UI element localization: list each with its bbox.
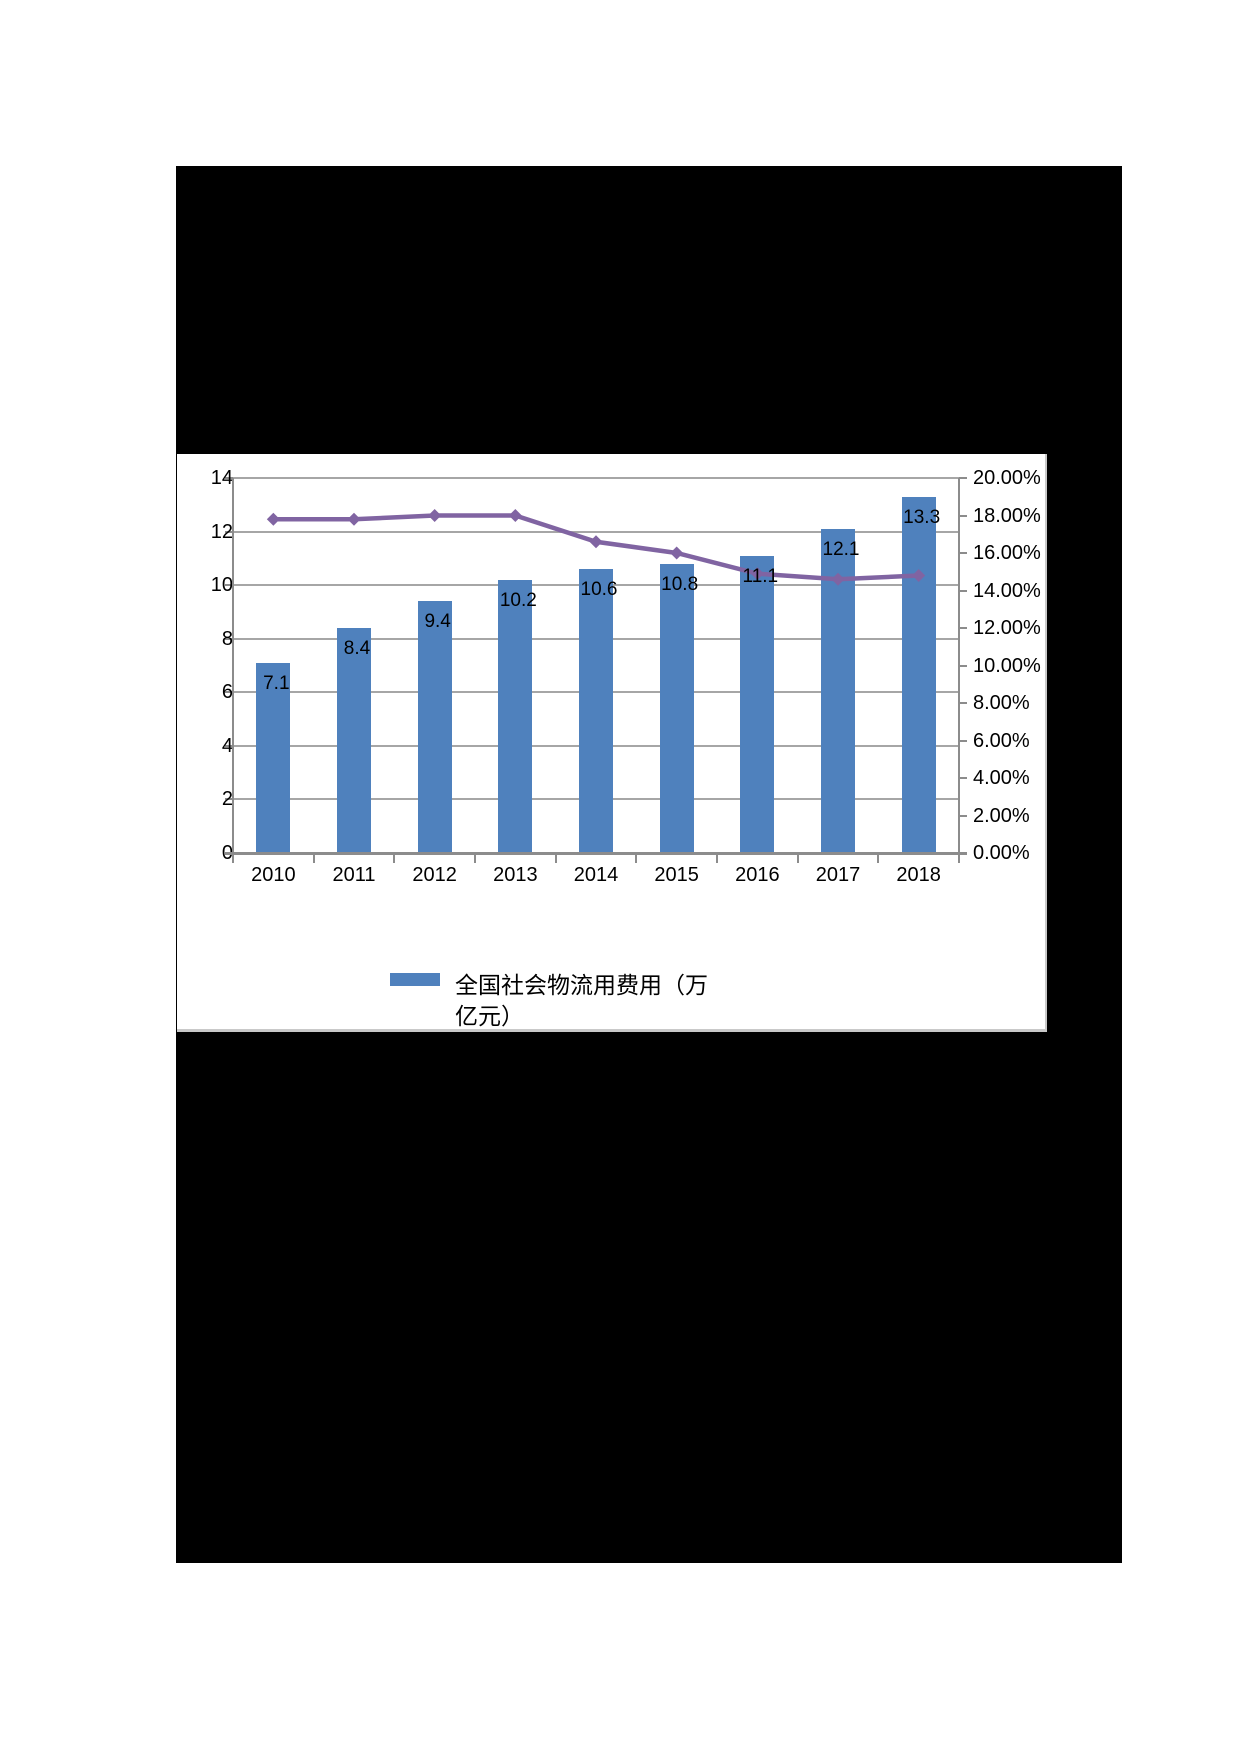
major-gridline <box>233 530 959 533</box>
y-axis-label-right: 16.00% <box>973 542 1041 564</box>
y-axis-tick-right <box>959 552 967 554</box>
y-axis-label-left: 2 <box>221 788 233 811</box>
bar-data-label-2011: 8.4 <box>343 638 371 659</box>
x-axis-label-2014: 2014 <box>573 864 619 886</box>
y-axis-tick-right <box>959 627 967 629</box>
black-redacted-region: 0 2 4 6 8 10 12 14 0.00% 2.00% 4.00% 6.00% 8.00% 10.0… <box>176 166 1122 1563</box>
x-axis-label-2015: 2015 <box>654 864 699 886</box>
x-axis-label-2018: 2018 <box>896 864 941 886</box>
y-axis-tick-right <box>959 477 967 479</box>
legend-label-bar-series: 全国社会物流用费用（万亿元） <box>455 972 708 1029</box>
major-gridline <box>233 477 959 479</box>
x-axis-label-2011: 2011 <box>332 864 376 886</box>
y-axis-label-left: 14 <box>210 467 233 489</box>
bar-data-label-2010: 7.1 <box>263 672 290 694</box>
y-axis-label-right: 0.00% <box>973 842 1030 864</box>
x-axis-tick <box>635 853 638 863</box>
line-marker-2011 <box>347 512 361 526</box>
y-axis-tick-right <box>959 739 967 742</box>
y-axis-label-right: 14.00% <box>973 579 1041 602</box>
x-axis-tick <box>393 853 396 863</box>
y-axis-label-right: 8.00% <box>973 692 1030 714</box>
y-axis-tick-left <box>225 530 233 533</box>
x-axis-tick <box>958 853 960 863</box>
x-axis-tick <box>716 853 718 863</box>
bar-data-label-2015: 10.8 <box>661 573 699 595</box>
y-axis-label-right: 2.00% <box>973 804 1030 827</box>
x-axis-tick <box>796 853 799 863</box>
y-axis-tick-left <box>225 798 233 801</box>
bar-2013 <box>498 579 533 853</box>
line-marker-2013 <box>508 509 522 522</box>
y-axis-label-left: 10 <box>210 574 233 597</box>
bar-2010 <box>256 662 291 853</box>
bar-2012 <box>417 601 452 853</box>
y-axis-tick-right <box>959 664 967 667</box>
y-axis-label-left: 4 <box>221 734 233 757</box>
bar-data-label-2018: 13.3 <box>903 506 941 528</box>
line-marker-2017 <box>831 572 845 586</box>
bar-data-label-2017: 12.1 <box>822 538 860 560</box>
y-axis-label-right: 10.00% <box>973 654 1041 677</box>
line-marker-2018 <box>912 569 926 582</box>
line-marker-2016 <box>750 567 764 581</box>
y-axis-label-right: 20.00% <box>973 467 1041 489</box>
x-axis-label-2017: 2017 <box>815 864 861 886</box>
line-marker-2012 <box>428 509 442 522</box>
chart-legend: 全国社会物流用费用（万亿元） <box>390 970 721 1032</box>
y-axis-label-right: 4.00% <box>973 767 1030 789</box>
y-axis-label-right: 18.00% <box>973 504 1041 527</box>
ratio-line-series <box>266 509 926 586</box>
line-marker-2010 <box>266 512 280 526</box>
line-marker-2014 <box>589 535 603 549</box>
x-axis-tick <box>312 853 315 863</box>
y-axis-label-right: 6.00% <box>973 729 1030 752</box>
x-axis-label-2010: 2010 <box>251 864 296 886</box>
y-axis-tick-right <box>959 514 967 517</box>
y-axis-label-left: 8 <box>221 627 233 650</box>
bar-2011 <box>337 628 371 853</box>
bar-data-label-2013: 10.2 <box>499 589 537 611</box>
bar-2014 <box>579 569 613 853</box>
legend-swatch-bar-series <box>390 973 440 986</box>
bar-2015 <box>659 563 694 853</box>
x-axis-tick <box>474 853 476 863</box>
y-axis-tick-left <box>225 691 233 694</box>
x-axis-label-2013: 2013 <box>493 864 538 886</box>
right-value-axis <box>958 478 960 853</box>
y-axis-tick-left <box>225 744 233 747</box>
y-axis-tick-left <box>225 477 233 479</box>
logistics-cost-chart: 0 2 4 6 8 10 12 14 0.00% 2.00% 4.00% 6.00% 8.00% 10.0… <box>177 454 1047 1032</box>
x-axis-label-2016: 2016 <box>735 864 780 886</box>
line-marker-2015 <box>670 546 684 560</box>
y-axis-label-right: 12.00% <box>973 617 1041 639</box>
category-axis <box>225 852 967 855</box>
y-axis-tick-right <box>959 702 967 704</box>
bar-2018 <box>901 496 936 853</box>
bar-2016 <box>740 555 775 853</box>
bar-data-label-2014: 10.6 <box>580 579 618 601</box>
y-axis-tick-right <box>959 814 967 817</box>
y-axis-label-left: 12 <box>210 520 233 543</box>
y-axis-tick-left <box>225 584 233 587</box>
x-axis-tick <box>877 853 880 863</box>
x-axis-label-2012: 2012 <box>412 864 457 886</box>
left-value-axis <box>232 478 234 863</box>
y-axis-tick-right <box>959 589 967 592</box>
x-axis-tick <box>554 853 557 863</box>
bar-data-label-2016: 11.1 <box>742 565 779 587</box>
y-axis-tick-right <box>959 777 967 779</box>
y-axis-label-left: 6 <box>221 681 233 704</box>
y-axis-tick-left <box>225 637 233 640</box>
bar-data-label-2012: 9.4 <box>424 611 451 633</box>
